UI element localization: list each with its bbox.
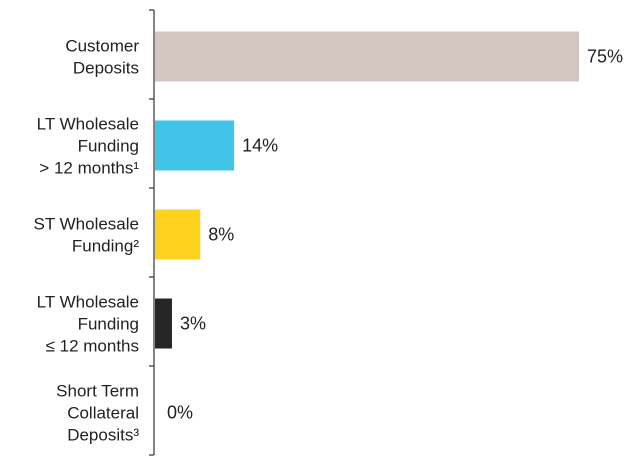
value-label: 75%	[587, 47, 623, 67]
category-label: LT Wholesale Funding > 12 months¹	[37, 115, 140, 178]
bar	[155, 298, 172, 349]
value-label: 14%	[242, 136, 278, 156]
value-label: 3%	[180, 314, 206, 334]
bars-group	[155, 31, 579, 349]
value-labels: 75% 14% 8% 3% 0%	[167, 47, 623, 423]
bar	[155, 120, 235, 171]
category-label: LT Wholesale Funding ≤ 12 months	[37, 293, 139, 356]
value-label: 0%	[167, 403, 193, 423]
category-labels: Customer Deposits LT Wholesale Funding > 12 …	[33, 37, 139, 445]
value-label: 8%	[208, 225, 234, 245]
bar	[155, 209, 201, 260]
category-label: Customer Deposits	[65, 37, 139, 78]
y-axis-ticks	[149, 9, 154, 456]
category-label: ST Wholesale Funding²	[33, 215, 139, 256]
bar	[155, 31, 579, 82]
category-label: Short Term Collateral Deposits³	[56, 382, 139, 445]
